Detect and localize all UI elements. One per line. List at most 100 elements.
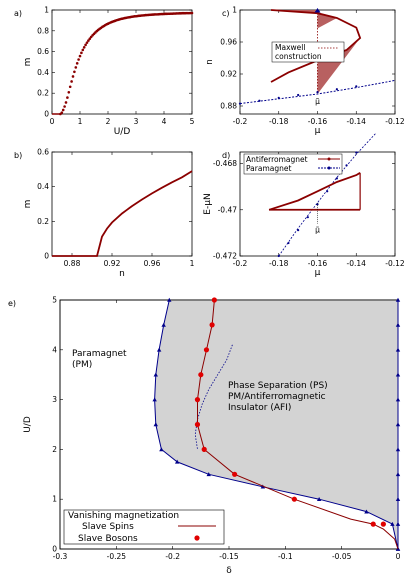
slave-bosons-point	[198, 372, 204, 378]
plot-frame	[51, 151, 193, 257]
y-tick-label: 1	[232, 6, 237, 15]
pm-point	[355, 151, 358, 154]
pm-point	[316, 203, 319, 206]
panel-label: a)	[14, 9, 22, 18]
x-tick-label: 1	[78, 117, 83, 126]
legend-box	[271, 41, 345, 63]
legend-text: construction	[275, 52, 322, 61]
x-tick-label: 5	[190, 117, 195, 126]
x-tick-label: -0.18	[269, 259, 289, 268]
slave-bosons-point	[211, 297, 217, 303]
y-tick-label: 5	[52, 296, 57, 305]
boundary-marker	[316, 497, 322, 501]
x-tick-label: 4	[162, 117, 167, 126]
slave-bosons-point	[194, 397, 201, 403]
ps-label: Phase Separation (PS)	[228, 381, 328, 391]
y-tick-label: 0	[44, 110, 49, 119]
boundary-marker	[206, 472, 211, 477]
boundary-marker	[153, 372, 158, 377]
af-line	[270, 9, 362, 83]
y-tick-label: 0	[44, 252, 49, 261]
right-edge-marker	[395, 297, 401, 302]
boundary-marker	[159, 447, 164, 452]
boundary-marker	[153, 422, 158, 427]
data-point	[64, 101, 68, 104]
pm-point	[297, 93, 300, 97]
slave-bosons-point	[209, 322, 215, 328]
pm-point	[316, 90, 319, 94]
x-tick-label: -0.3	[53, 552, 68, 561]
data-point	[80, 51, 83, 55]
data-point	[85, 41, 89, 44]
pm-point	[345, 164, 348, 167]
x-tick-label: -0.16	[308, 259, 328, 268]
y-tick-label: 0.6	[37, 148, 49, 157]
y-tick-label: 0.96	[220, 38, 237, 47]
pm-point	[335, 88, 338, 91]
data-point	[73, 70, 76, 74]
legend-text: Slave Spins	[82, 522, 134, 532]
slave-bosons-point	[380, 521, 386, 527]
y-axis-label: m	[23, 58, 33, 67]
x-tick-label: -0.12	[385, 259, 405, 268]
y-axis-label: m	[23, 200, 33, 209]
data-point	[190, 11, 194, 15]
panel-label: c)	[222, 9, 230, 18]
x-tick-label: 0	[50, 117, 55, 126]
legend-marker	[194, 535, 200, 541]
data-point	[88, 37, 92, 41]
y-tick-label: -0.468	[213, 159, 237, 168]
boundary-marker	[364, 509, 369, 514]
boundary-marker	[390, 521, 395, 526]
x-axis-label: δ	[226, 566, 232, 576]
y-tick-label: 0	[52, 545, 57, 554]
ps-label: PM/Antiferromagnetic	[228, 392, 326, 402]
pm-line	[239, 79, 396, 105]
pm-point	[238, 102, 242, 105]
x-tick-label: 0.92	[104, 259, 121, 268]
data-point	[74, 66, 78, 69]
data-point	[67, 90, 71, 94]
mu-tilde-label: μ̃	[315, 97, 320, 106]
pm-point	[287, 241, 290, 245]
phase-separation-region	[154, 300, 398, 549]
data-point	[63, 105, 66, 108]
y-tick-label: 0.92	[220, 70, 237, 79]
slave-bosons-point	[232, 471, 238, 477]
x-tick-label: -0.2	[165, 552, 180, 561]
y-tick-label: 0.4	[37, 68, 49, 77]
data-point	[75, 62, 79, 65]
legend-text: Maxwell	[275, 43, 305, 52]
x-tick-label: -0.16	[308, 117, 328, 126]
slave-spins-line	[197, 299, 399, 550]
x-tick-label: -0.14	[347, 259, 367, 268]
y-axis-label: E-μN	[203, 193, 213, 214]
x-axis-label: U/D	[114, 127, 131, 137]
x-tick-label: 0	[396, 552, 401, 561]
x-tick-label: -0.1	[278, 552, 293, 561]
x-axis-label: μ	[315, 126, 321, 136]
y-tick-label: 2	[52, 445, 57, 454]
pm-point	[297, 229, 300, 232]
pm-point	[335, 177, 338, 180]
y-axis-label: n	[205, 59, 215, 65]
panel-label: e)	[8, 299, 16, 308]
y-tick-label: 0.88	[220, 102, 237, 111]
boundary-marker	[152, 397, 157, 402]
boundary-marker	[174, 459, 180, 464]
legend-text: Slave Bosons	[78, 534, 138, 544]
pm-point	[277, 96, 280, 99]
y-tick-label: 0.6	[37, 47, 49, 56]
data-point	[66, 96, 69, 99]
slave-bosons-point	[370, 521, 376, 527]
slave-bosons-point	[203, 347, 210, 353]
x-tick-label: 3	[134, 117, 139, 126]
y-tick-label: 1	[52, 495, 57, 504]
legend-box	[243, 153, 343, 175]
legend-text: Antiferromagnet	[246, 155, 308, 164]
data-point	[84, 43, 87, 47]
legend-title: Vanishing magnetization	[68, 511, 179, 521]
y-axis-label: U/D	[23, 416, 33, 433]
boundary-marker	[161, 322, 166, 327]
data-point	[78, 54, 82, 58]
